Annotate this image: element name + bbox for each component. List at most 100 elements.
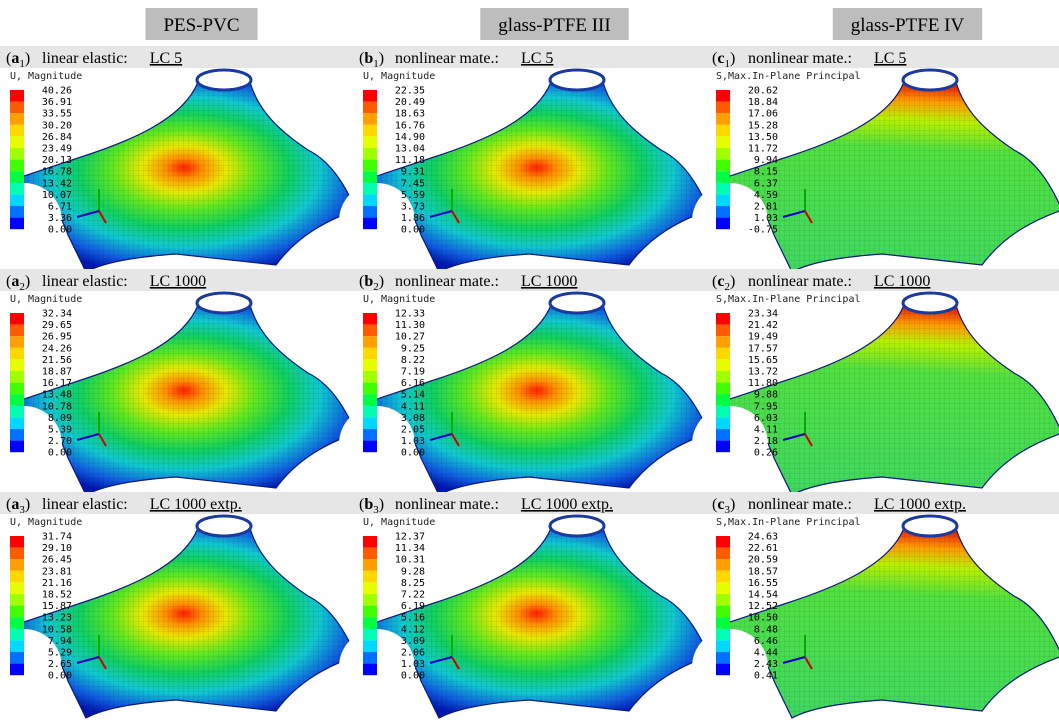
- legend-band: [716, 617, 730, 629]
- legend-title: U, Magnitude: [10, 517, 82, 528]
- legend-band: [363, 336, 377, 348]
- legend-band: [363, 629, 377, 641]
- legend-value: 31.74: [42, 532, 72, 543]
- legend-title: U, Magnitude: [10, 71, 82, 82]
- legend-band: [10, 417, 24, 429]
- legend-band: [363, 406, 377, 418]
- description: nonlinear mate.:: [748, 273, 852, 290]
- legend-band: [716, 336, 730, 348]
- legend-value: 11.34: [395, 543, 425, 554]
- legend-value: 32.34: [42, 309, 72, 320]
- legend-value: 8.25: [401, 578, 425, 589]
- legend-value: 22.35: [395, 86, 425, 97]
- legend-band: [716, 582, 730, 594]
- ring: [197, 293, 251, 313]
- legend-band: [716, 571, 730, 583]
- label-close: ): [25, 273, 30, 290]
- legend-value: 0.00: [48, 671, 72, 682]
- label-close: ): [379, 50, 384, 67]
- legend-value: 4.11: [754, 425, 778, 436]
- legend-value: 5.59: [401, 190, 425, 201]
- legend-band: [363, 429, 377, 441]
- ring: [197, 70, 251, 90]
- load-case: LC 5: [521, 50, 553, 67]
- legend-band: [363, 125, 377, 137]
- legend-band: [363, 617, 377, 629]
- legend-value: 18.63: [395, 109, 425, 120]
- legend-value: 10.78: [42, 401, 72, 412]
- label-letter: b: [364, 496, 373, 513]
- legend-value: 2.70: [48, 436, 72, 447]
- legend-value: 29.65: [42, 320, 72, 331]
- panel: (b1)nonlinear mate.:LC 5U, Magnitude22.3…: [339, 50, 709, 272]
- legend-value: 40.26: [42, 86, 72, 97]
- legend-band: [363, 113, 377, 125]
- legend-band: [716, 429, 730, 441]
- column-header: PES-PVC: [145, 8, 257, 40]
- legend-band: [716, 417, 730, 429]
- legend-band: [10, 652, 24, 664]
- legend-band: [10, 218, 24, 230]
- legend-value: 3.73: [401, 202, 425, 213]
- legend-value: 5.39: [48, 425, 72, 436]
- legend-band: [10, 125, 24, 137]
- legend-value: 16.78: [42, 167, 72, 178]
- legend-value: 0.00: [48, 225, 72, 236]
- legend-value: 12.52: [748, 601, 778, 612]
- panel: (a2)linear elastic:LC 1000U, Magnitude32…: [0, 273, 356, 495]
- legend-title: S,Max.In-Plane Principal: [716, 71, 861, 82]
- load-case: LC 1000: [150, 273, 206, 290]
- legend-band: [363, 606, 377, 618]
- legend-band: [363, 536, 377, 548]
- legend-value: 23.34: [748, 309, 778, 320]
- legend-band: [363, 582, 377, 594]
- legend-value: 11.30: [395, 320, 425, 331]
- legend-value: 11.72: [748, 144, 778, 155]
- legend-band: [716, 606, 730, 618]
- legend-band: [363, 359, 377, 371]
- legend-band: [10, 394, 24, 406]
- legend-band: [363, 194, 377, 206]
- legend-band: [363, 664, 377, 676]
- legend-band: [363, 371, 377, 383]
- legend-band: [716, 325, 730, 337]
- legend-value: 11.80: [748, 378, 778, 389]
- load-case: LC 1000: [521, 273, 577, 290]
- legend-band: [363, 417, 377, 429]
- legend-value: 0.00: [401, 448, 425, 459]
- legend-value: 0.00: [401, 671, 425, 682]
- legend-value: 16.17: [42, 378, 72, 389]
- legend-value: 18.84: [748, 97, 778, 108]
- label-close: ): [730, 273, 735, 290]
- legend-band: [716, 383, 730, 395]
- column-title: PES-PVC: [163, 15, 239, 36]
- legend-band: [10, 194, 24, 206]
- label-letter: c: [717, 496, 724, 513]
- legend-band: [716, 102, 730, 114]
- ring: [903, 293, 957, 313]
- legend-band: [716, 171, 730, 183]
- legend-value: 2.18: [754, 436, 778, 447]
- legend-value: 3.36: [48, 213, 72, 224]
- legend-value: 23.81: [42, 566, 72, 577]
- legend-value: 13.48: [42, 390, 72, 401]
- legend-value: 9.25: [401, 343, 425, 354]
- legend-band: [363, 183, 377, 195]
- legend-value: 1.03: [754, 213, 778, 224]
- legend-band: [716, 125, 730, 137]
- legend-band: [10, 594, 24, 606]
- label-letter: b: [364, 273, 373, 290]
- legend-band: [10, 336, 24, 348]
- legend-value: 9.94: [754, 155, 778, 166]
- ring: [550, 516, 604, 536]
- legend-value: 2.05: [401, 425, 425, 436]
- legend-band: [10, 160, 24, 172]
- legend-value: 13.04: [395, 144, 425, 155]
- load-case: LC 1000 extp.: [521, 496, 613, 513]
- legend-band: [363, 102, 377, 114]
- load-case: LC 5: [874, 50, 906, 67]
- legend-band: [363, 171, 377, 183]
- legend-band: [10, 359, 24, 371]
- legend-band: [10, 171, 24, 183]
- legend-band: [363, 160, 377, 172]
